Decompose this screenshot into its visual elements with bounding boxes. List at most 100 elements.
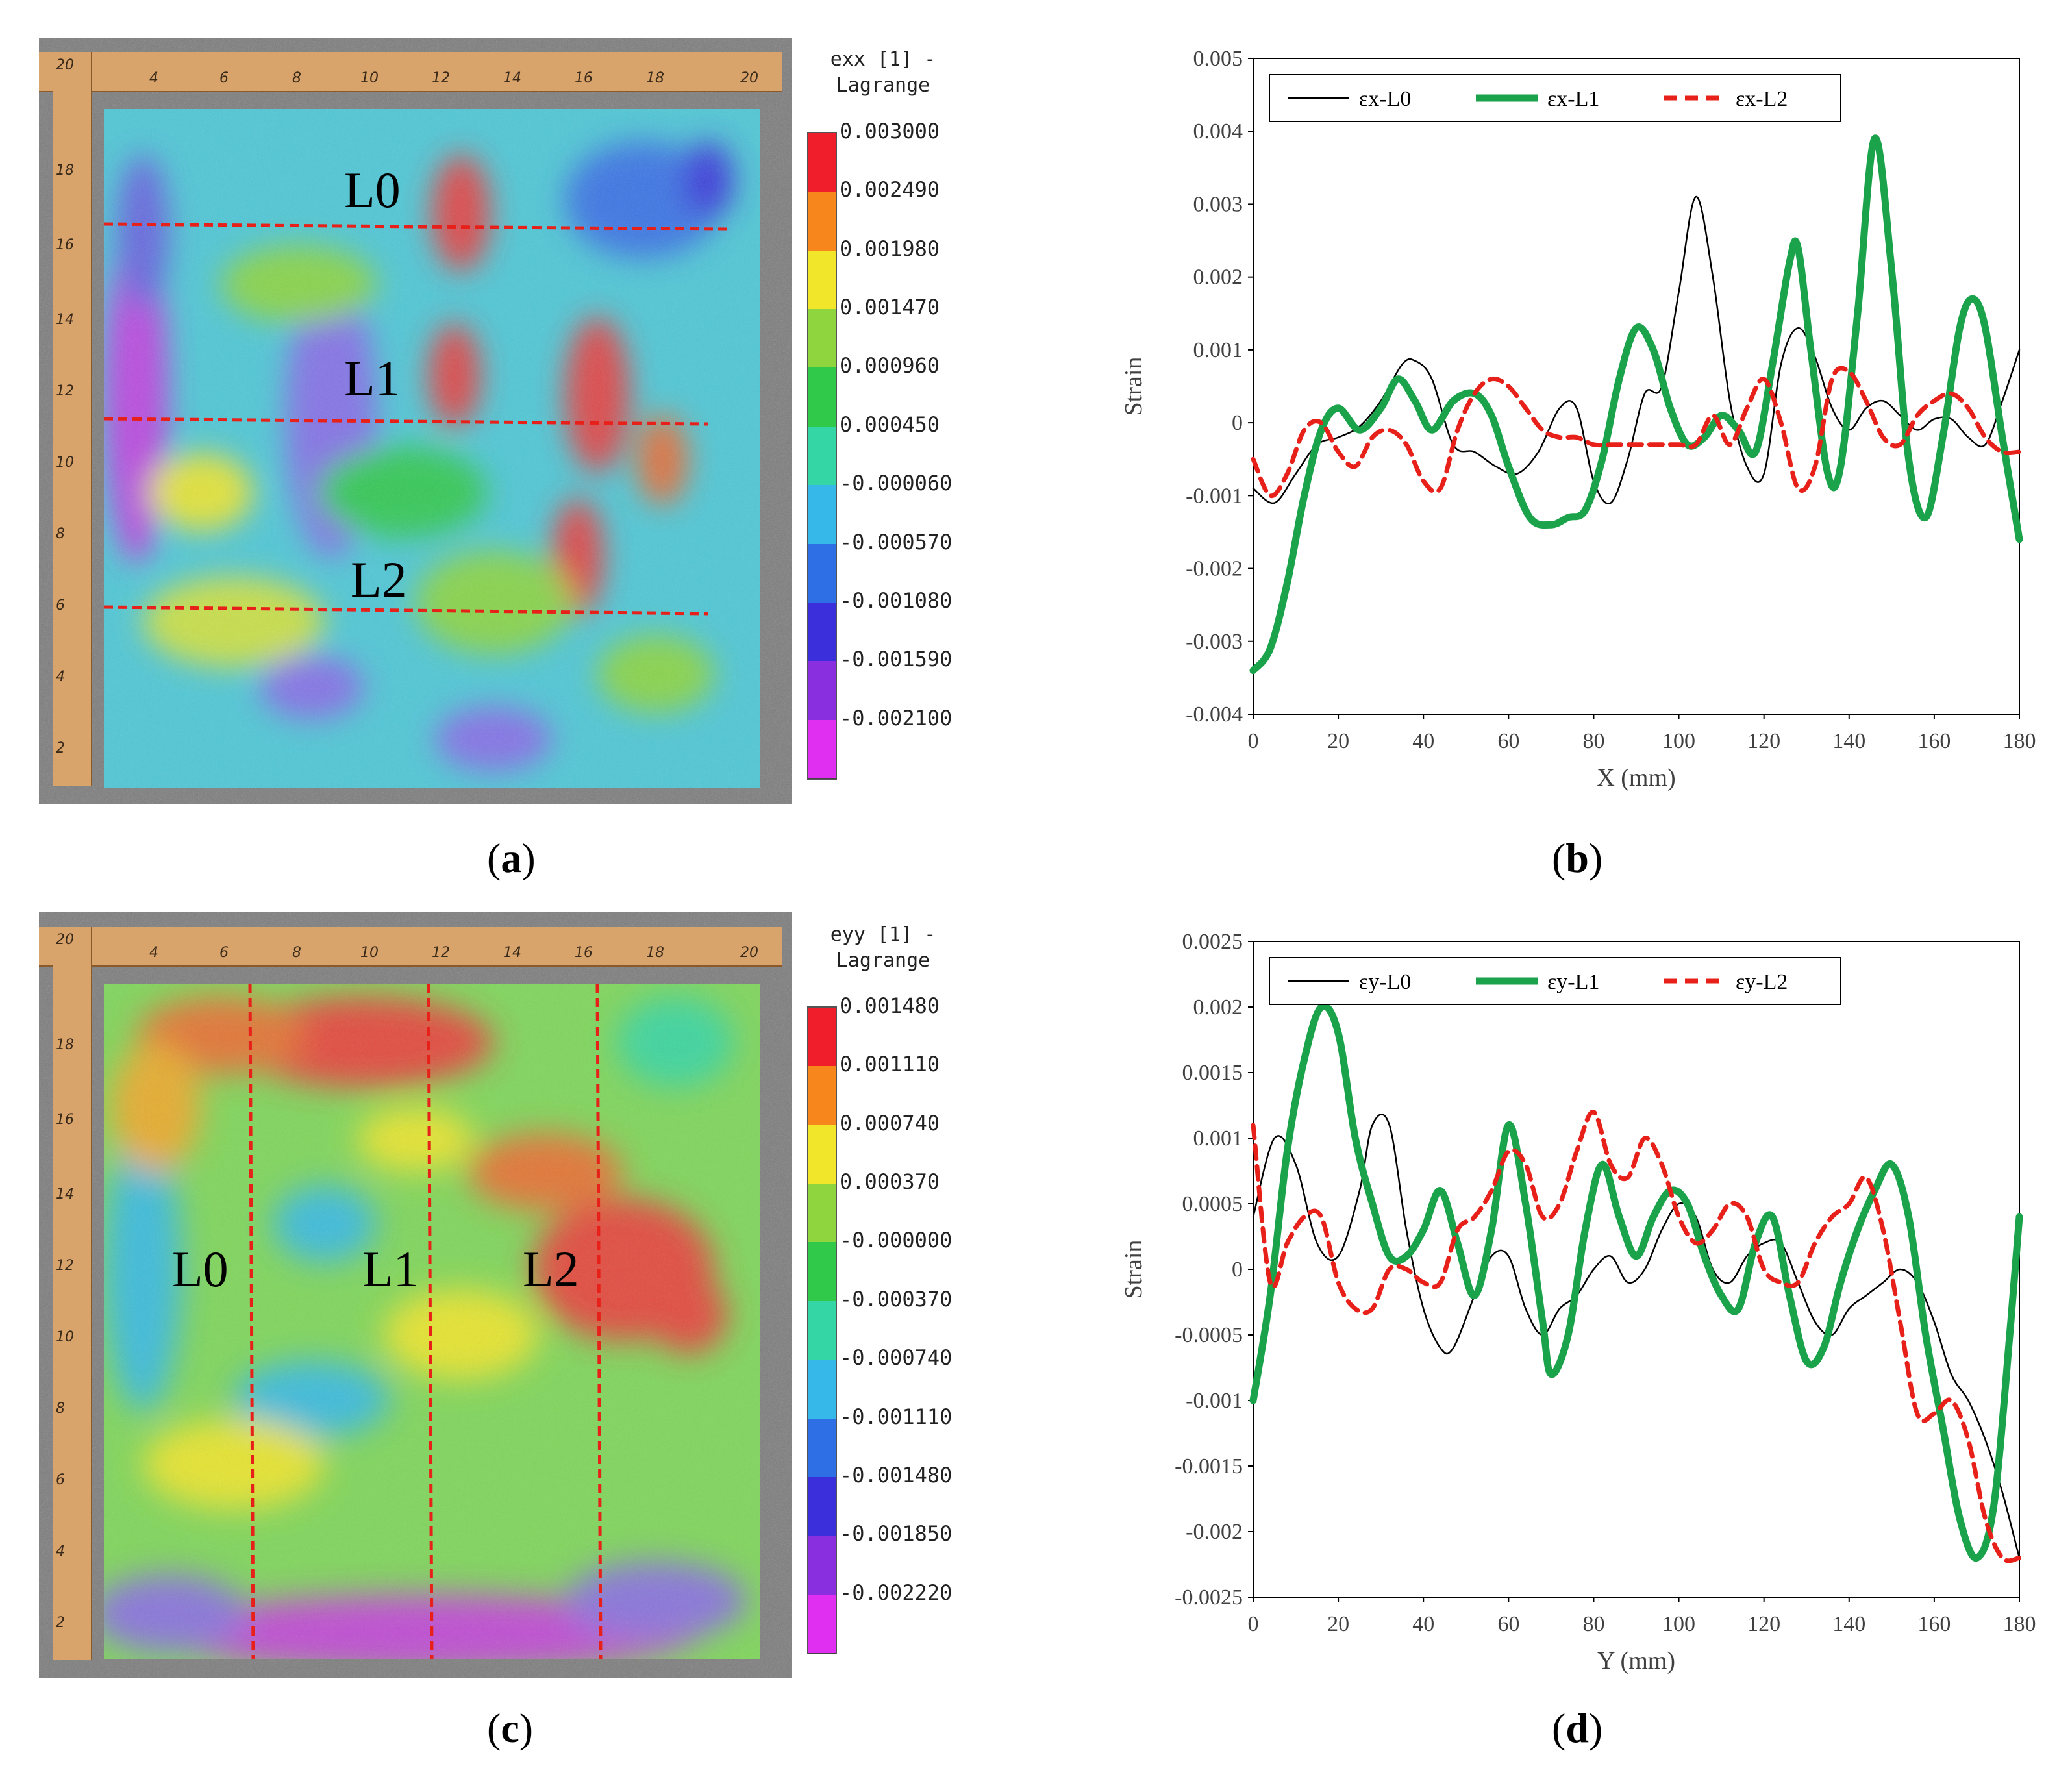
colorbar-tick-label: -0.000000 [840, 1228, 953, 1253]
series-line-εy-L1 [1249, 1002, 2023, 1562]
dic-image-exx: 2 4 6 8 10 12 14 16 18 20 20 18 16 14 12… [39, 38, 792, 804]
label-L0: L0 [172, 1241, 229, 1297]
x-tick-label: 100 [1662, 1612, 1695, 1636]
colorbar-tick-label: 0.003000 [840, 119, 940, 143]
label-L1: L1 [344, 350, 401, 406]
colorbar-segment [808, 192, 836, 251]
plot-area [1253, 58, 2020, 715]
colorbar-tick-label: -0.001080 [840, 588, 953, 613]
x-tick-label: 140 [1832, 1612, 1865, 1636]
x-tick-label: 160 [1917, 1612, 1951, 1636]
line-L1 [103, 417, 708, 426]
y-tick-label: -0.003 [1186, 630, 1243, 654]
colorbar-segment [808, 1476, 836, 1537]
colorbar-tick-label: -0.001480 [840, 1462, 953, 1487]
colorbar-tick-label: -0.002100 [840, 705, 953, 730]
x-tick-label: 60 [1497, 729, 1519, 753]
y-tick-label: -0.002 [1186, 1520, 1243, 1544]
x-tick-label: 20 [1327, 1612, 1349, 1636]
legend-label: εy-L2 [1736, 970, 1788, 994]
exx-strain-map [39, 38, 792, 804]
label-L2: L2 [351, 551, 407, 608]
ruler-left: 20 18 16 14 12 10 8 6 4 2 [53, 927, 92, 1660]
x-axis-label: X (mm) [1597, 764, 1675, 791]
colorbar-segment [808, 1242, 836, 1302]
line-L2 [103, 605, 708, 616]
colorbar [807, 1006, 837, 1654]
colorbar-segment [808, 602, 836, 662]
series-line-εy-L0 [1252, 1114, 2021, 1559]
colorbar-title: eyy [1] - Lagrange [830, 923, 936, 972]
y-tick-label: 0 [1232, 1258, 1243, 1282]
legend-label: εx-L0 [1359, 87, 1411, 111]
colorbar-tick-label: -0.000740 [840, 1345, 953, 1371]
y-tick-label: 0.004 [1193, 119, 1243, 143]
colorbar-segment [808, 133, 836, 193]
colorbar-segment [808, 1008, 836, 1067]
colorbar-tick-label: -0.000060 [840, 471, 953, 496]
line-L0 [248, 983, 255, 1660]
colorbar-segment [808, 1184, 836, 1243]
panel-c: 2 4 6 8 10 12 14 16 18 20 20 18 16 14 12… [0, 896, 1035, 1792]
x-tick-label: 40 [1412, 729, 1434, 753]
caption-c: (c) [487, 1705, 534, 1751]
caption-a: (a) [487, 835, 536, 881]
x-axis-label: Y (mm) [1597, 1647, 1675, 1674]
colorbar-tick-label: 0.001470 [840, 295, 940, 320]
y-tick-label: -0.001 [1186, 1389, 1243, 1413]
ruler-top: 2 4 6 8 10 12 14 16 18 20 [39, 52, 782, 92]
legend-label: εx-L2 [1736, 87, 1788, 111]
x-tick-label: 80 [1582, 729, 1604, 753]
y-tick-label: -0.002 [1186, 557, 1243, 581]
colorbar-tick-label: 0.002490 [840, 177, 940, 203]
colorbar-tick-label: -0.002220 [840, 1580, 953, 1605]
y-tick-label: 0.002 [1193, 995, 1243, 1019]
colorbar-segment [808, 719, 836, 779]
y-tick-label: 0 [1232, 411, 1243, 435]
y-tick-label: -0.0015 [1175, 1454, 1243, 1478]
chart-exx-profile: -0.004 -0.003 -0.002 -0.001 0 0.001 0.002 0.003… [1120, 47, 2036, 791]
panel-b: -0.004 -0.003 -0.002 -0.001 0 0.001 0.002 0.003… [1104, 39, 2039, 805]
colorbar-title: exx [1] - Lagrange [830, 48, 936, 97]
colorbar-segment [808, 1360, 836, 1419]
x-tick-label: 120 [1747, 1612, 1780, 1636]
label-L0: L0 [344, 162, 401, 218]
label-L1: L1 [362, 1241, 419, 1297]
colorbar-segment [808, 1066, 836, 1126]
x-tick-label: 140 [1832, 729, 1865, 753]
colorbar-segment [808, 426, 836, 486]
caption-b: (b) [1552, 835, 1603, 881]
colorbar-tick-label: -0.000370 [840, 1286, 953, 1312]
colorbar-segment [808, 250, 836, 310]
x-tick-label: 180 [2003, 729, 2036, 753]
colorbar-segment [808, 485, 836, 545]
y-tick-label: 0.001 [1193, 1126, 1243, 1151]
colorbar-tick-label: 0.001480 [840, 993, 940, 1018]
x-tick-label: 0 [1248, 729, 1259, 753]
legend-label: εx-L1 [1547, 87, 1599, 111]
y-tick-label: 0.0015 [1182, 1061, 1243, 1085]
line-L1 [427, 983, 434, 1660]
y-tick-label: 0.0025 [1182, 930, 1243, 954]
colorbar [807, 132, 837, 780]
colorbar-tick-label: 0.001980 [840, 236, 940, 261]
x-tick-label: 80 [1582, 1612, 1604, 1636]
x-tick-label: 180 [2003, 1612, 2036, 1636]
series-line-εx-L0 [1252, 195, 2021, 504]
colorbar-segment [808, 1536, 836, 1595]
colorbar-segment [808, 309, 836, 369]
colorbar-tick-label: 0.000450 [840, 412, 940, 437]
caption-d: (d) [1552, 1705, 1603, 1751]
panel-d: -0.0025 -0.002 -0.0015 -0.001 -0.0005 0 0.0005… [1104, 922, 2039, 1688]
colorbar-segment [808, 367, 836, 427]
label-L2: L2 [523, 1241, 579, 1297]
y-tick-label: -0.001 [1186, 484, 1243, 508]
y-axis-label: Strain [1120, 1240, 1147, 1299]
legend-label: εy-L1 [1547, 970, 1599, 994]
colorbar-segment [808, 1594, 836, 1654]
x-tick-label: 160 [1917, 729, 1951, 753]
chart-eyy-profile: -0.0025 -0.002 -0.0015 -0.001 -0.0005 0 0.0005… [1120, 930, 2036, 1674]
series-line-εy-L2 [1251, 1110, 2022, 1563]
series-line-εx-L2 [1251, 366, 2022, 499]
legend-box [1269, 74, 1841, 122]
